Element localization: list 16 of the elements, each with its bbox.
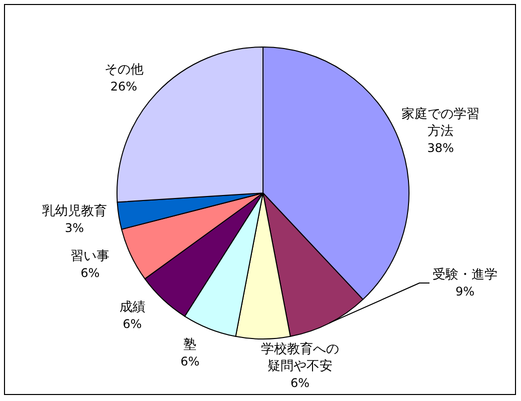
slice-label: 習い事: [70, 248, 110, 264]
slice-label: 塾: [184, 337, 196, 352]
slice-label: 乳幼児教育: [42, 202, 107, 218]
data-label: 38%: [427, 141, 454, 156]
slice-label: 成績: [119, 299, 146, 314]
data-label: 6%: [180, 354, 200, 368]
data-label: 26%: [110, 79, 138, 94]
data-label: 6%: [122, 316, 142, 331]
data-label: 3%: [64, 220, 84, 235]
slice-label: 学校教育への疑問や不安: [261, 340, 339, 374]
data-label: 6%: [290, 376, 310, 390]
slice-label: 受験・進学: [432, 267, 498, 282]
slice-label: 家庭での学習方法: [402, 106, 480, 139]
data-label: 9%: [455, 284, 475, 298]
data-label: 6%: [80, 266, 100, 280]
slice-label: その他: [104, 62, 144, 77]
